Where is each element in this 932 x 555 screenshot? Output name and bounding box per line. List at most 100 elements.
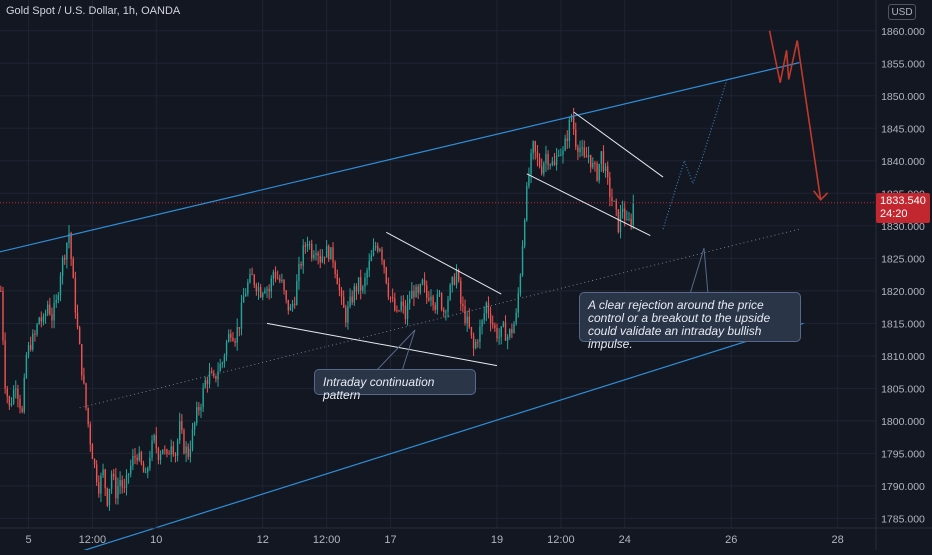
candle-body: [479, 326, 481, 342]
candle-body: [102, 469, 104, 476]
time-axis: 5 12:00 10 12 12:00 17 19 12:00 24 26 28: [25, 534, 843, 546]
candle-body: [319, 255, 321, 263]
channel-lower-line: [67, 322, 804, 555]
candle-body: [161, 449, 164, 455]
y-tick-label: 1855.000: [881, 58, 925, 70]
candle-body: [615, 200, 617, 210]
channel-upper-line: [0, 62, 800, 253]
candle-body: [276, 278, 279, 280]
candle-body: [330, 247, 332, 260]
candle-body: [621, 208, 624, 212]
candle-body: [387, 282, 390, 298]
y-tick-label: 1790.000: [881, 481, 925, 493]
candle-body: [119, 480, 121, 486]
candle-body: [268, 288, 270, 292]
candle-body: [604, 166, 607, 172]
candle-body: [140, 452, 143, 464]
candle-body: [149, 457, 151, 469]
candle-body: [498, 336, 500, 339]
candle-body: [594, 163, 596, 165]
candle-body: [398, 310, 400, 312]
candle-body: [521, 245, 524, 276]
candle-body: [432, 296, 434, 306]
y-tick-label: 1785.000: [881, 513, 925, 525]
candle-body: [417, 286, 419, 293]
flag-2-upper-line: [573, 111, 664, 178]
candle-body: [383, 260, 385, 268]
candle-body: [455, 270, 458, 285]
candle-body: [81, 344, 83, 376]
candle-body: [421, 279, 424, 285]
candle-body: [468, 316, 471, 328]
candle-body: [447, 299, 449, 312]
candle-body: [89, 424, 91, 445]
candle-body: [298, 264, 300, 282]
candle-body: [570, 115, 573, 120]
pattern-callout-text: Intraday continuation pattern: [323, 375, 435, 402]
candle-body: [287, 299, 290, 311]
candle-body: [564, 138, 566, 151]
y-tick-label: 1830.000: [881, 221, 925, 233]
flag-1-upper-line: [386, 231, 502, 295]
candle-body: [374, 245, 377, 248]
candle-body: [536, 151, 539, 158]
candle-body: [12, 389, 15, 404]
candle-body: [345, 307, 347, 323]
candle-body: [2, 290, 4, 341]
candle-body: [259, 287, 262, 298]
candle-body: [95, 464, 98, 483]
candle-body: [174, 454, 177, 456]
scenario-callout[interactable]: A clear rejection around the price contr…: [579, 292, 801, 351]
candle-body: [362, 286, 364, 291]
candle-body: [558, 155, 560, 157]
candle-body: [562, 150, 564, 155]
candle-body: [242, 296, 245, 303]
candle-body: [513, 323, 515, 334]
candle-body: [240, 302, 243, 329]
candle-body: [283, 279, 285, 291]
x-tick-label: 12:00: [547, 534, 575, 546]
candle-body: [147, 468, 149, 473]
candle-body: [206, 380, 209, 385]
candle-body: [138, 452, 140, 461]
candle-body: [430, 296, 432, 301]
x-tick-label: 19: [491, 534, 503, 546]
candle-body: [451, 276, 453, 285]
candle-body: [66, 242, 68, 260]
candle-body: [232, 337, 234, 341]
candle-body: [308, 243, 311, 245]
candle-body: [144, 472, 147, 474]
candle-body: [291, 303, 294, 307]
currency-badge[interactable]: USD: [888, 4, 916, 20]
candle-body: [566, 138, 568, 141]
candle-body: [166, 449, 168, 454]
pattern-callout[interactable]: Intraday continuation pattern: [314, 369, 476, 402]
candle-body: [509, 329, 511, 337]
x-tick-label: 12:00: [79, 534, 107, 546]
candle-body: [630, 218, 632, 225]
candle-body: [245, 293, 247, 297]
candle-body: [113, 473, 115, 477]
candle-body: [221, 362, 224, 364]
candle-body: [29, 345, 32, 350]
candle-body: [592, 163, 594, 168]
candle-body: [457, 270, 460, 282]
candle-body: [474, 341, 477, 349]
last-price-value: 1833.540: [880, 195, 926, 207]
candle-body: [368, 260, 370, 271]
y-tick-label: 1825.000: [881, 253, 925, 265]
candle-body: [91, 444, 94, 460]
y-tick-label: 1800.000: [881, 416, 925, 428]
candle-body: [438, 293, 441, 295]
candle-body: [83, 375, 85, 384]
candle-body: [587, 154, 590, 158]
candle-body: [413, 290, 415, 298]
candle-body: [515, 312, 517, 324]
candle-body: [579, 148, 581, 153]
candle-body: [196, 407, 198, 423]
candle-body: [545, 154, 547, 164]
flag-1-lower-line: [266, 322, 498, 367]
candle-body: [611, 197, 613, 201]
